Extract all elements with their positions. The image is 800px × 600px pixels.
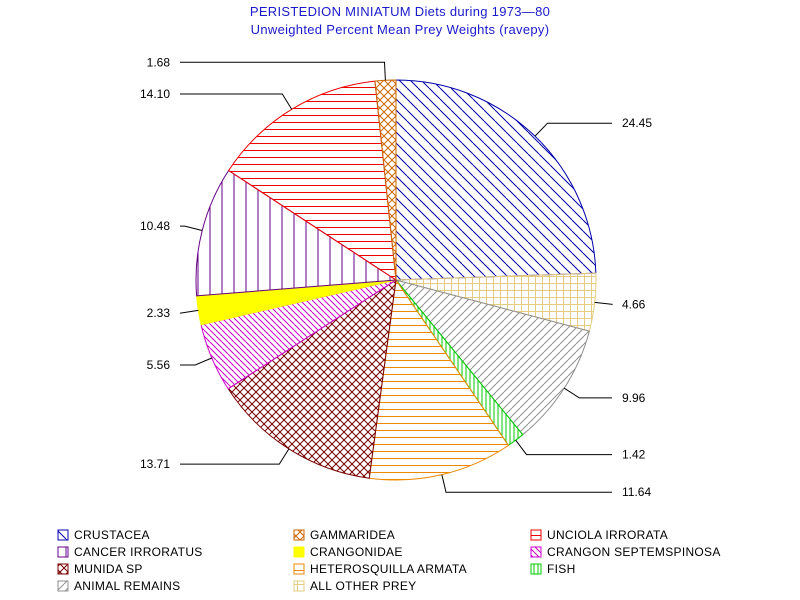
label-all-other-prey: 4.66	[622, 297, 646, 311]
legend-swatch-munida-sp	[57, 563, 69, 575]
chart-subtitle: Unweighted Percent Mean Prey Weights (ra…	[250, 22, 550, 37]
leader-all-other-prey	[594, 301, 613, 305]
legend-label-crangon-septemspinosa: CRANGON SEPTEMSPINOSA	[547, 545, 721, 559]
legend-label-cancer-irroratus: CANCER IRRORATUS	[74, 545, 203, 559]
leader-unciola-irrorata	[180, 93, 293, 110]
chart-title: PERISTEDION MINIATUM Diets during 1973—8…	[249, 4, 551, 19]
leader-crangonidae	[180, 309, 199, 314]
legend-swatch-gammaridea	[293, 529, 305, 541]
legend-label-fish: FISH	[547, 562, 576, 576]
legend-swatch-fish	[530, 563, 542, 575]
slice-animal-remains	[394, 279, 590, 436]
legend-swatch-unciola-irrorata	[530, 529, 542, 541]
leader-animal-remains	[563, 387, 612, 399]
legend-label-crangonidae: CRANGONIDAE	[310, 545, 403, 559]
legend-swatch-crangon-septemspinosa	[530, 546, 542, 558]
label-munida-sp: 13.71	[140, 457, 170, 471]
leader-crangon-septemspinosa	[180, 357, 212, 366]
legend-label-animal-remains: ANIMAL REMAINS	[74, 579, 180, 593]
slice-labels: 24.45 4.66 9.96 1.42 11.64 13.71 5.56 2.33 10.48…	[140, 55, 652, 499]
legend-swatch-heterosquilla-armata	[293, 563, 305, 575]
legend-label-munida-sp: MUNIDA SP	[74, 562, 143, 576]
legend-swatch-crustacea	[57, 529, 69, 541]
label-gammaridea: 1.68	[147, 55, 171, 69]
label-animal-remains: 9.96	[622, 391, 646, 405]
legend-swatch-animal-remains	[57, 580, 69, 592]
slice-heterosquilla-armata	[368, 278, 510, 481]
slice-munida-sp	[227, 278, 397, 479]
label-cancer-irroratus: 10.48	[140, 219, 170, 233]
label-fish: 1.42	[622, 448, 646, 462]
legend-label-heterosquilla-armata: HETEROSQUILLA ARMATA	[310, 562, 467, 576]
pie-slices	[195, 79, 597, 481]
leader-cancer-irroratus	[180, 225, 203, 231]
slice-crustacea	[395, 79, 597, 281]
legend-label-crustacea: CRUSTACEA	[74, 528, 150, 542]
label-unciola-irrorata: 14.10	[140, 87, 170, 101]
label-crustacea: 24.45	[622, 116, 652, 130]
label-crangonidae: 2.33	[147, 306, 171, 320]
legend-label-unciola-irrorata: UNCIOLA IRRORATA	[547, 528, 668, 542]
slice-unciola-irrorata	[227, 80, 397, 281]
leader-crustacea	[534, 122, 612, 137]
slice-cancer-irroratus	[195, 169, 398, 297]
leader-gammaridea	[180, 61, 386, 81]
legend-label-all-other-prey: ALL OTHER PREY	[310, 579, 416, 593]
leader-lines	[180, 61, 613, 493]
legend-swatch-crangonidae	[293, 546, 305, 558]
legend-swatch-all-other-prey	[293, 580, 305, 592]
leader-heterosquilla-armata	[441, 474, 612, 493]
label-heterosquilla-armata: 11.64	[622, 485, 651, 499]
legend-swatch-cancer-irroratus	[57, 546, 69, 558]
leader-fish	[515, 439, 612, 456]
leader-munida-sp	[180, 448, 290, 465]
label-crangon-septemspinosa: 5.56	[147, 358, 171, 372]
legend-label-gammaridea: GAMMARIDEA	[310, 528, 395, 542]
legend: CRUSTACEA GAMMARIDEA UNCIOLA IRRORATA CANCE…	[57, 528, 721, 593]
